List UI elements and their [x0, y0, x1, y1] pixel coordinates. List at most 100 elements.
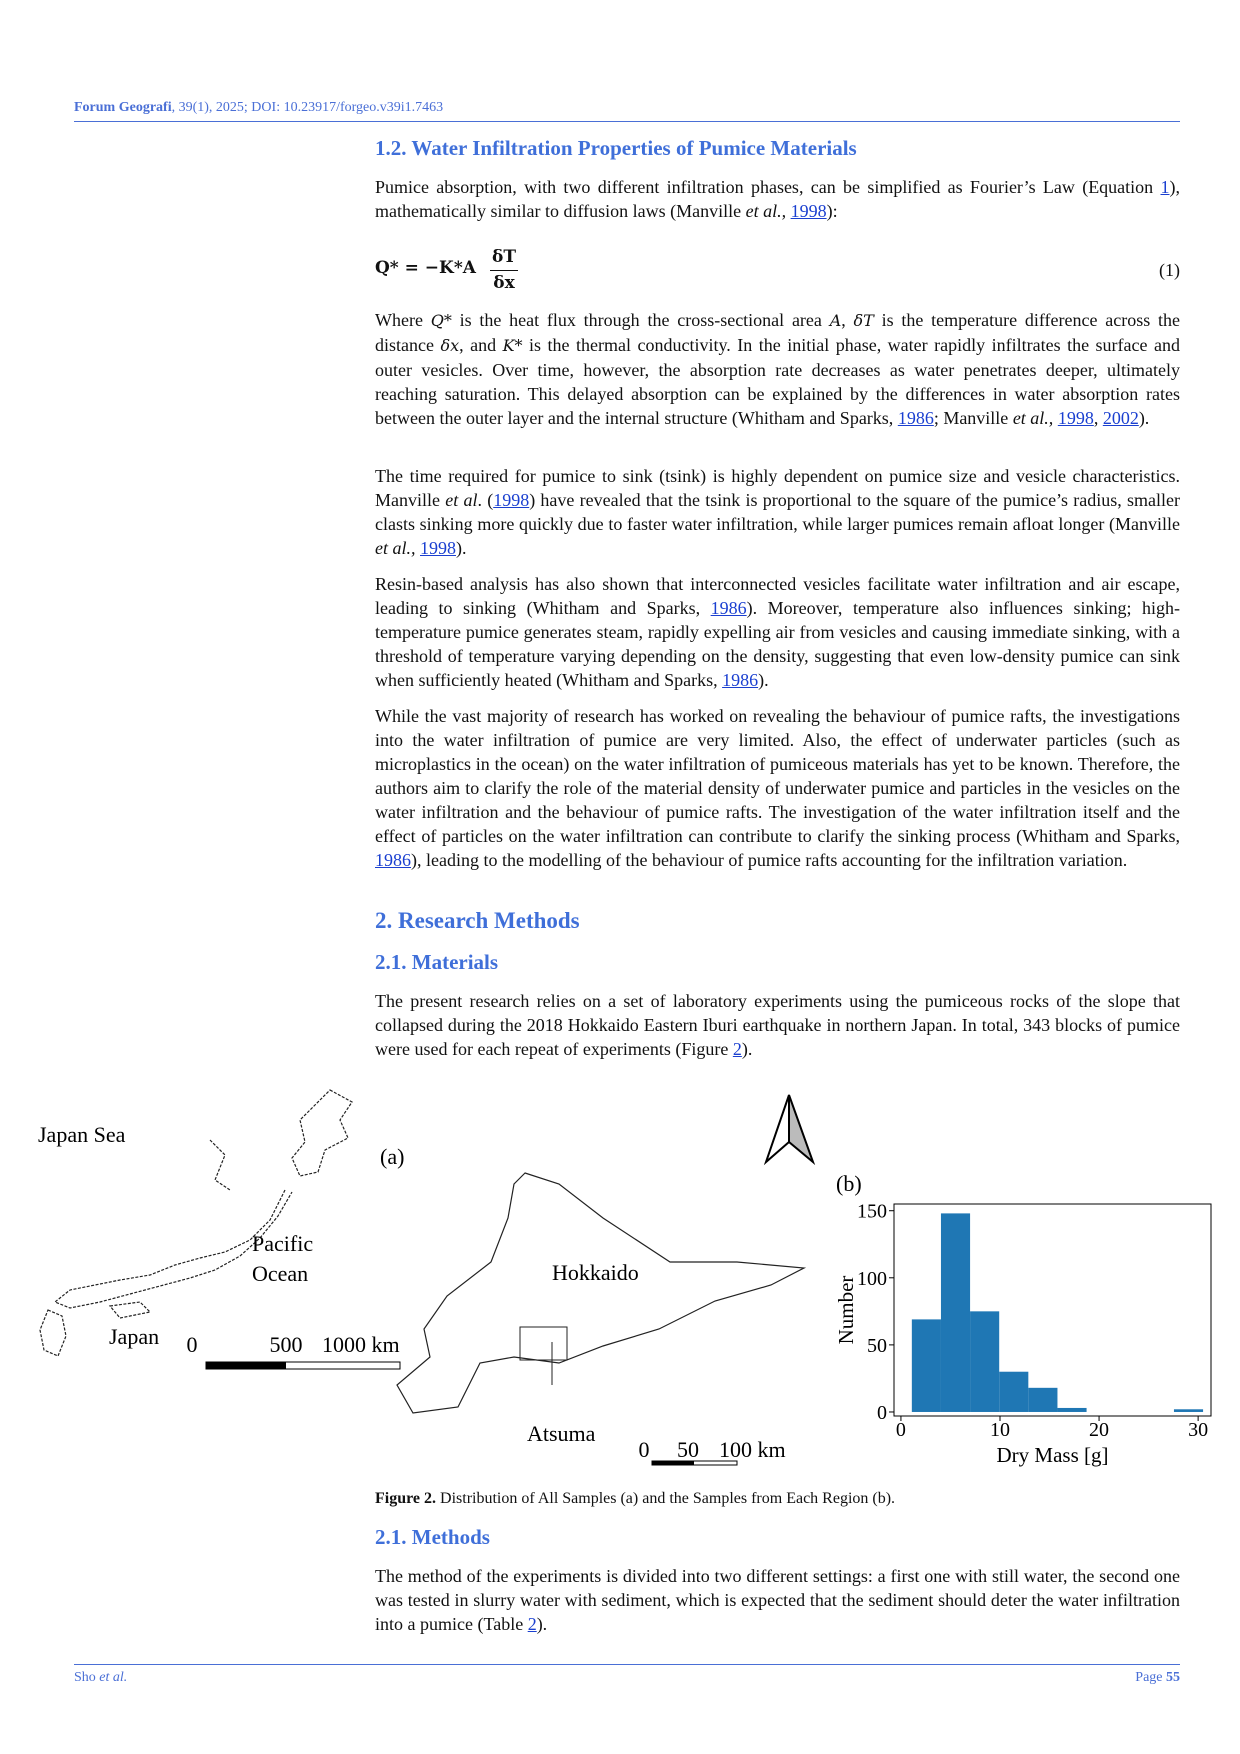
paragraph: While the vast majority of research has … [375, 704, 1180, 872]
text-run: ). [1138, 408, 1150, 428]
citation: , 39(1), 2025; DOI: 10.23917/forgeo.v39i… [171, 100, 444, 115]
eq-lhs: Q* [375, 258, 399, 278]
caption-text: Distribution of All Samples (a) and the … [440, 1490, 896, 1507]
map-label: Pacific [252, 1231, 313, 1256]
text-run: The time required for pumice to sink (ts… [375, 466, 1180, 510]
reference-link[interactable]: 1998 [420, 538, 456, 558]
text-run: ) have revealed that the tsink is propor… [375, 490, 1181, 534]
panel-label: (a) [380, 1144, 404, 1169]
y-axis-label: Number [834, 1276, 858, 1345]
paragraph: Pumice absorption, with two different in… [375, 175, 1180, 223]
text-run: . ( [477, 490, 494, 510]
math: δT [853, 311, 874, 330]
text-run: ), leading to the modelling of the behav… [411, 850, 1128, 870]
header-rule [74, 121, 1180, 122]
y-tick-label: 50 [867, 1335, 887, 1357]
japan-map [39, 1089, 353, 1357]
histogram: 0 10 20 30 0 50 100 150 Dry Mass [g] Number [834, 1201, 1212, 1467]
reference-link[interactable]: 1986 [375, 850, 411, 870]
denominator: δx [493, 273, 515, 293]
text-run: Resin-based analysis has also shown that… [375, 574, 1180, 618]
text-run: The present research relies on a set of … [375, 991, 1180, 1059]
x-axis-label: Dry Mass [g] [997, 1443, 1109, 1467]
italic-text: et al., [375, 538, 416, 558]
map-label: Hokkaido [552, 1260, 639, 1285]
reference-link[interactable]: 2 [732, 1039, 742, 1059]
text-run: ), mathematically similar to diffusion l… [375, 177, 1180, 221]
reference-link[interactable]: 1998 [493, 490, 530, 510]
subsection-heading: 2.1. Materials [375, 950, 499, 974]
hokkaido-map [396, 1172, 807, 1414]
text-run: Where [375, 310, 431, 330]
study-area [519, 1326, 568, 1361]
running-header: Forum Geografi, 39(1), 2025; DOI: 10.239… [74, 100, 443, 116]
math: δx [440, 336, 460, 355]
reference-link[interactable]: 2002 [1102, 408, 1139, 428]
map-label: Ocean [252, 1261, 308, 1286]
text-run: Sho [74, 1670, 100, 1685]
text-run: ). [456, 538, 467, 558]
text-run: While the vast majority of research has … [375, 706, 1180, 846]
text-run: The method of the experiments is divided… [375, 1566, 1180, 1634]
scale-label: 500 [270, 1332, 303, 1357]
math: K* [502, 336, 523, 355]
equation-left: Q* = −K*A [375, 258, 476, 278]
page-number: 55 [1166, 1670, 1180, 1685]
footer-authors: Sho et al. [74, 1670, 127, 1686]
text-run: ): [826, 201, 838, 221]
y-tick-label: 150 [857, 1201, 887, 1223]
section-heading: 1.2. Water Infiltration Properties of Pu… [375, 136, 857, 160]
text-run: ; Manville [933, 408, 1013, 428]
scale-label: 100 km [719, 1437, 786, 1462]
scale-bar [652, 1461, 694, 1465]
map-label: Japan Sea [38, 1122, 126, 1147]
text-run: ). Moreover, temperature also influences… [375, 598, 1180, 690]
reference-link[interactable]: 1 [1160, 177, 1170, 197]
numerator: δT [490, 245, 518, 271]
text-run: ). [536, 1614, 548, 1634]
text-run: is the temperature difference across the… [375, 310, 1180, 355]
italic-text: et al [445, 490, 478, 510]
paragraph: Resin-based analysis has also shown that… [375, 572, 1180, 692]
x-tick-label: 0 [896, 1419, 906, 1441]
reference-link[interactable]: 1998 [790, 201, 827, 221]
scale-label: 50 [677, 1437, 699, 1462]
reference-link[interactable]: 2 [527, 1614, 537, 1634]
reference-link[interactable]: 1986 [710, 598, 747, 618]
paragraph: Where Q* is the heat flux through the cr… [375, 308, 1180, 430]
figure: Japan Sea Pacific Ocean Japan 0 500 1000… [38, 1089, 1212, 1467]
plot-frame [893, 1203, 1212, 1417]
scale-bar [206, 1362, 286, 1369]
footer-page: Page 55 [1135, 1670, 1180, 1686]
reference-link[interactable]: 1986 [897, 408, 934, 428]
bar [1173, 1409, 1204, 1412]
bar [999, 1371, 1029, 1412]
x-tick-label: 20 [1089, 1419, 1109, 1441]
math: Q* [430, 311, 452, 330]
journal: Forum Geografi [74, 100, 172, 115]
bar [911, 1319, 941, 1412]
y-tick-label: 0 [877, 1402, 887, 1424]
panel-label: (b) [836, 1171, 862, 1196]
footer-rule [74, 1664, 1180, 1665]
x-tick-label: 10 [990, 1419, 1010, 1441]
italic-text: et al. [99, 1670, 128, 1685]
text-run: , and [459, 335, 503, 355]
subsection-heading: 2.1. Methods [375, 1525, 490, 1549]
text-run: ). [741, 1039, 753, 1059]
x-tick-label: 30 [1188, 1419, 1208, 1441]
paragraph: The method of the experiments is divided… [375, 1564, 1180, 1636]
math: A [829, 311, 842, 330]
bar [970, 1311, 1000, 1412]
y-tick-label: 100 [857, 1268, 887, 1290]
eq-sign: = [404, 258, 419, 278]
reference-link[interactable]: 1998 [1057, 408, 1094, 428]
north-arrow [763, 1094, 816, 1166]
italic-text: et al., [745, 201, 787, 221]
figure-caption: Figure 2. Distribution of All Samples (a… [375, 1490, 1180, 1508]
bar [1028, 1387, 1058, 1412]
bar [1057, 1407, 1087, 1412]
reference-link[interactable]: 1986 [722, 670, 759, 690]
text-run: is the thermal conductivity. In the init… [375, 335, 1180, 428]
